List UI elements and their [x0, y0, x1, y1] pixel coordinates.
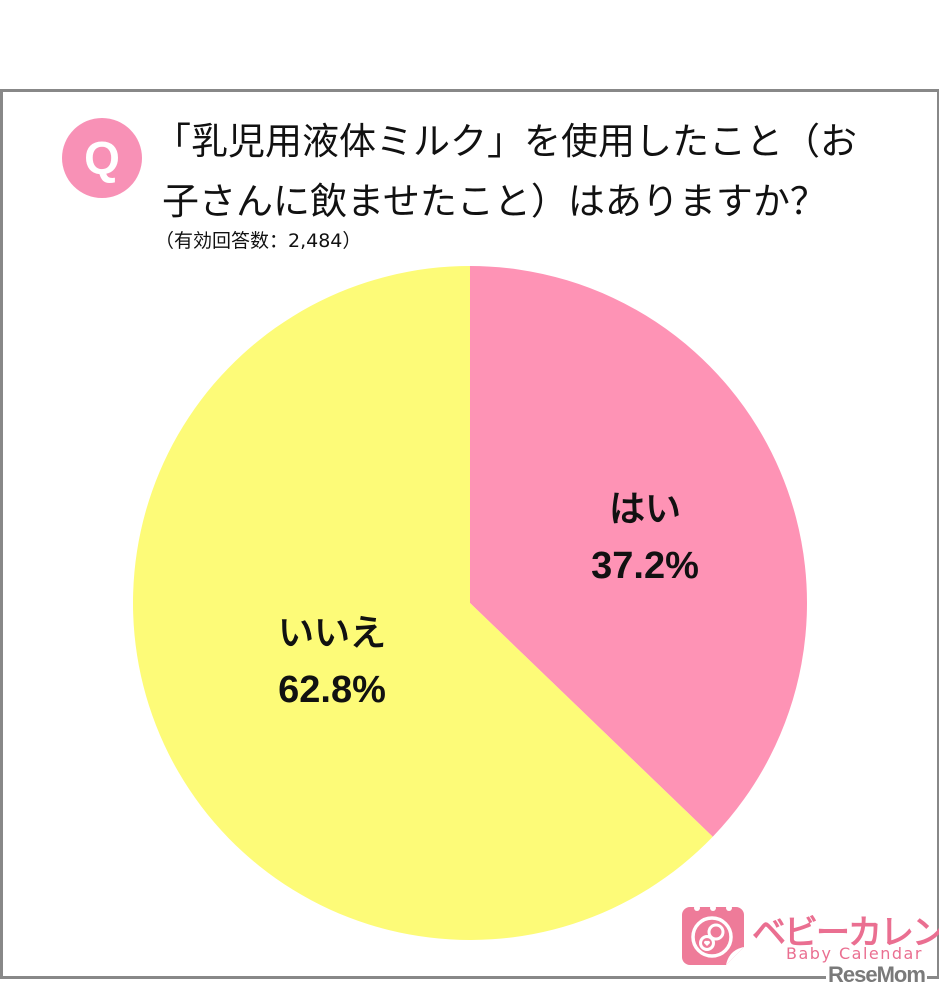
question-badge: Q: [62, 118, 142, 198]
baby-calendar-logo-icon: [682, 905, 744, 965]
logo-text-en: Baby Calendar: [786, 944, 923, 963]
slice-category: いいえ: [277, 613, 386, 654]
slice-label-yes: はい 37.2%: [575, 484, 715, 596]
question-title: 「乳児用液体ミルク」を使用したこと（お 子さんに飲ませたこと）はありますか？: [154, 112, 902, 232]
pie-slice-yes: [470, 266, 807, 837]
respondent-count: （有効回答数：2,484）: [155, 230, 362, 252]
slice-percent: 62.8%: [278, 669, 386, 711]
logo-text-jp: ベビーカレンダー: [752, 913, 939, 953]
slice-category: はい: [608, 489, 681, 530]
chart-frame: [0, 89, 939, 979]
pie-slice-no: [132, 266, 713, 941]
question-title-line-1: 「乳児用液体ミルク」を使用したこと（お: [154, 120, 857, 163]
slice-label-no: いいえ 62.8%: [252, 608, 412, 720]
resemom-watermark: ReseMom: [826, 962, 927, 988]
question-title-line-2: 子さんに飲ませたこと）はありますか？: [162, 180, 827, 223]
slice-percent: 37.2%: [591, 545, 699, 587]
